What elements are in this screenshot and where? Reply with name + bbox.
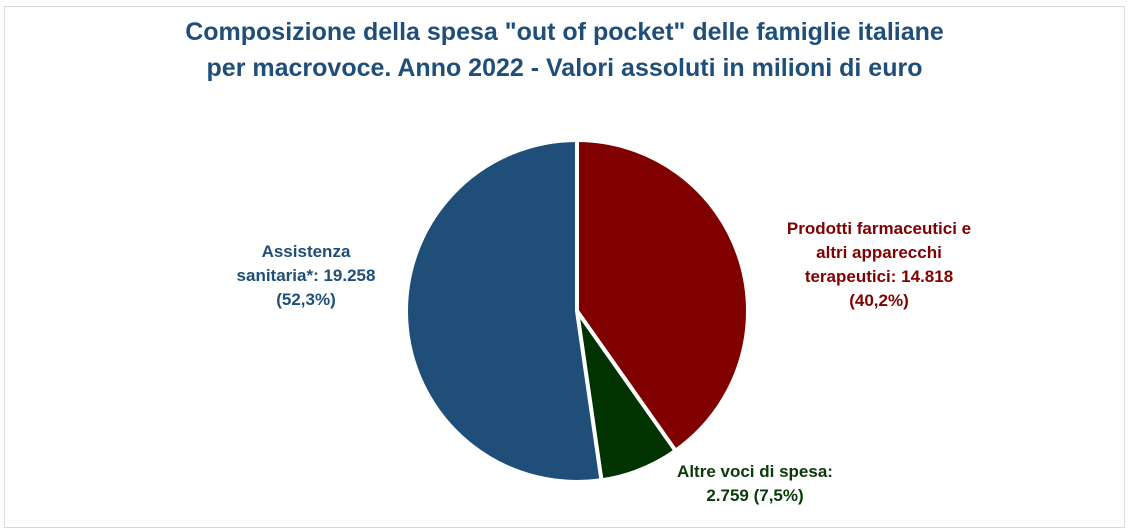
slice-label-assistenza-sanitaria: Assistenza sanitaria*: 19.258 (52,3%) [196, 240, 416, 312]
slice-label-prodotti-farmaceutici: Prodotti farmaceutici e altri apparecchi… [748, 217, 1010, 313]
slice-label-altre-voci-line-2: 2.759 (7,5%) [706, 486, 804, 505]
slice-label-assistenza-line-2: sanitaria*: 19.258 [236, 266, 376, 285]
slice-label-prodotti-line-4: (40,2%) [849, 291, 909, 310]
slice-label-assistenza-line-3: (52,3%) [276, 290, 336, 309]
slice-label-altre-voci: Altre voci di spesa: 2.759 (7,5%) [640, 460, 870, 508]
slice-label-prodotti-line-2: altri apparecchi [816, 243, 942, 262]
chart-title-line-1: Composizione della spesa "out of pocket"… [185, 18, 944, 46]
slice-label-prodotti-line-3: terapeutici: 14.818 [804, 267, 954, 286]
slice-label-assistenza-line-1: Assistenza [261, 242, 351, 261]
pie-slice-assistenza-sanitaria [404, 138, 604, 484]
pie-slice-prodotti-farmaceutici [575, 138, 750, 453]
slice-label-altre-voci-line-1: Altre voci di spesa: [677, 462, 833, 481]
chart-title-line-2: per macrovoce. Anno 2022 - Valori assolu… [206, 54, 923, 82]
slice-label-prodotti-line-1: Prodotti farmaceutici e [786, 219, 972, 238]
chart-title: Composizione della spesa "out of pocket"… [0, 14, 1129, 86]
